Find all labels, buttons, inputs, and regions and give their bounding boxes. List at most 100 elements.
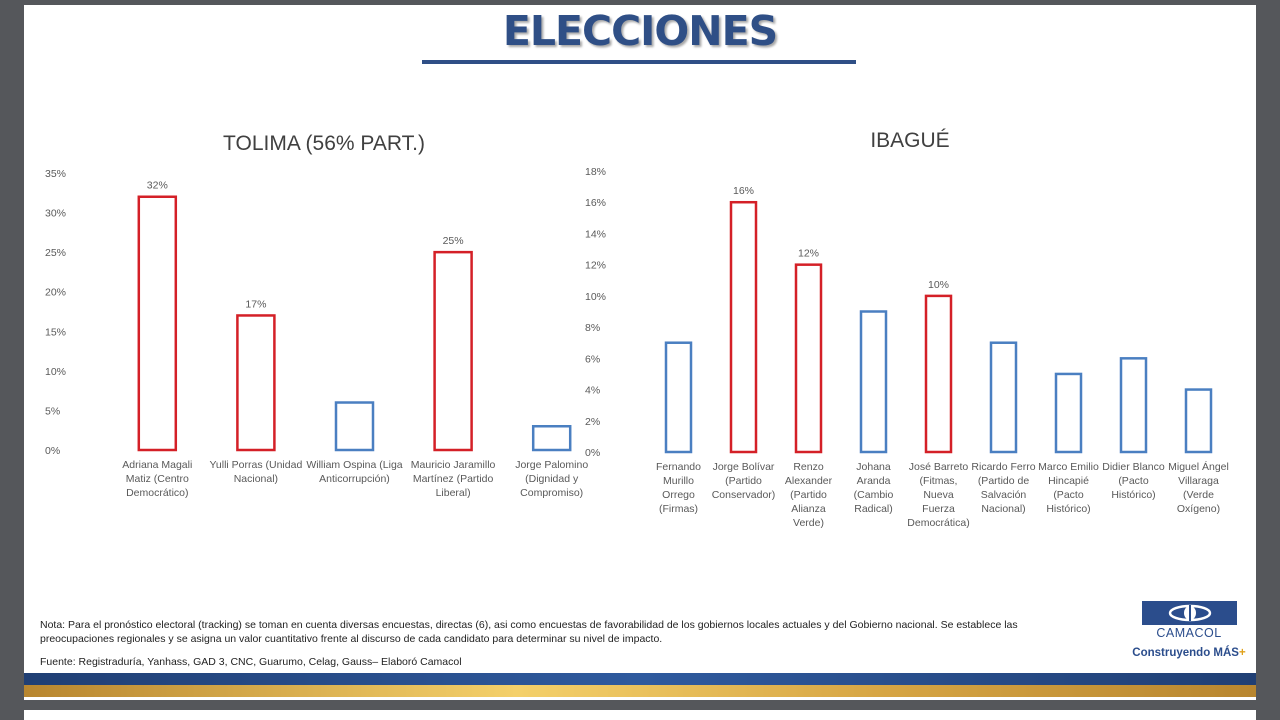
ibague-data-label: 10% — [928, 279, 949, 291]
ibague-category-label: Jorge Bolívar (Partido Conservador) — [711, 460, 776, 502]
tolima-category-line: Yulli Porras (Unidad — [209, 459, 303, 471]
tolima-ytick-label: 0% — [45, 445, 60, 457]
logo-name: CAMACOL — [1156, 626, 1222, 640]
chart-title-ibague: IBAGUÉ — [870, 129, 950, 152]
next-slide-edge — [24, 710, 1256, 720]
tolima-category-line: Adriana Magali — [122, 459, 193, 471]
tolima-bar — [531, 425, 572, 452]
tolima-ytick-label: 25% — [45, 247, 66, 259]
tolima-bar — [433, 250, 473, 452]
ibague-category-line: Ricardo Ferro — [971, 461, 1036, 473]
tolima-category-line: Matiz (Centro — [125, 473, 189, 485]
ibague-category-label: Marco Emilio Hincapié (Pacto Histórico) — [1036, 460, 1101, 516]
ibague-category-line: Hincapié — [1048, 475, 1089, 487]
ibague-category-label: Didier Blanco (Pacto Histórico) — [1101, 460, 1166, 502]
ibague-ytick-label: 8% — [585, 322, 600, 334]
tolima-category-label: Mauricio Jaramillo Martínez (Partido Liber… — [404, 458, 503, 500]
ibague-category-line: Histórico) — [1111, 489, 1156, 501]
ibague-category-line: Democrática) — [907, 517, 970, 529]
ibague-category-line: Alianza — [791, 503, 826, 515]
footnote: Nota: Para el pronóstico electoral (trac… — [40, 619, 1018, 645]
tolima-ytick-label: 20% — [45, 287, 66, 299]
ibague-category-line: Jorge Bolívar — [712, 461, 775, 473]
ibague-bar — [729, 200, 758, 454]
ibague-category-line: (Verde — [1183, 489, 1214, 501]
ibague-bar — [794, 263, 823, 454]
ibague-ytick-label: 4% — [585, 385, 600, 397]
ibague-category-line: (Cambio — [853, 489, 894, 501]
ibague-bar — [924, 294, 953, 454]
ibague-bar — [1119, 357, 1148, 454]
tolima-bar — [334, 401, 375, 452]
ibague-category-line: Villaraga — [1178, 475, 1219, 487]
page-title: ELECCIONES — [502, 7, 778, 55]
tolima-category-line: Anticorrupción) — [319, 473, 390, 485]
ibague-category-line: Alexander — [784, 475, 833, 487]
ibague-category-line: Fernando — [656, 461, 701, 473]
ibague-ytick-label: 10% — [585, 291, 606, 303]
ibague-category-line: Aranda — [856, 475, 891, 487]
tolima-category-label: Yulli Porras (Unidad Nacional) — [207, 458, 306, 486]
ibague-ytick-label: 12% — [585, 260, 606, 272]
ibague-ytick-label: 0% — [585, 447, 600, 459]
ibague-category-label: Renzo Alexander (Partido Alianza Verde) — [776, 460, 841, 530]
ibague-category-label: Miguel Ángel Villaraga (Verde Oxígeno) — [1166, 460, 1231, 516]
tolima-category-label: Jorge Palomino (Dignidad y Compromiso) — [502, 458, 601, 500]
ibague-category-line: Marco Emilio — [1038, 461, 1099, 473]
ibague-category-line: José Barreto — [908, 461, 969, 473]
ibague-ytick-label: 18% — [585, 166, 606, 178]
ibague-category-line: (Partido — [790, 489, 827, 501]
tolima-category-line: Mauricio Jaramillo — [410, 459, 496, 471]
ibague-category-line: Salvación — [980, 489, 1027, 501]
tolima-data-label: 17% — [245, 298, 266, 310]
tolima-ytick-label: 30% — [45, 208, 66, 220]
ibague-category-line: Oxígeno) — [1176, 503, 1221, 515]
tolima-data-label: 32% — [147, 180, 168, 192]
ibague-category-line: Didier Blanco — [1102, 461, 1165, 473]
camacol-logo — [1142, 601, 1237, 625]
tolima-bar — [137, 195, 178, 452]
tolima-category-line: Nacional) — [233, 473, 279, 485]
ibague-category-line: (Fitmas, — [919, 475, 958, 487]
ibague-category-line: Renzo — [793, 461, 824, 473]
ibague-data-label: 16% — [733, 185, 754, 197]
ibague-category-line: Nueva Fuerza — [922, 489, 955, 515]
bar-charts: 0% 5% 10% 15% 20% 25% 30% 35% 32% 17% 25% 0% 2% 4% 6% 8… — [45, 166, 1213, 459]
ibague-category-line: Nacional) — [981, 503, 1026, 515]
ibague-category-line: Johana — [856, 461, 891, 473]
ibague-category-line: Histórico) — [1046, 503, 1091, 515]
ibague-ytick-label: 16% — [585, 197, 606, 209]
title-underline — [422, 60, 856, 64]
tolima-ytick-label: 35% — [45, 168, 66, 180]
camacol-emblem-icon — [1168, 604, 1211, 622]
source-line: Fuente: Registraduría, Yanhass, GAD 3, C… — [40, 656, 462, 668]
logo-plus: + — [1238, 647, 1246, 659]
ibague-category-line: (Firmas) — [658, 503, 699, 515]
tolima-ytick-label: 15% — [45, 326, 66, 338]
ibague-bar — [989, 341, 1018, 454]
ibague-category-label: Ricardo Ferro (Partido de Salvación Naciona… — [971, 460, 1036, 516]
tolima-ytick-label: 5% — [45, 405, 60, 417]
ibague-data-label: 12% — [798, 248, 819, 260]
ibague-category-line: Radical) — [854, 503, 893, 515]
tolima-category-line: William Ospina (Liga — [306, 459, 403, 471]
ibague-category-line: Murillo — [663, 475, 694, 487]
ibague-category-label: Johana Aranda (Cambio Radical) — [841, 460, 906, 516]
footer-stripe-blue — [24, 673, 1256, 685]
logo-tagline: Construyendo MÁS+ — [1124, 647, 1254, 659]
tolima-category-line: (Dignidad y — [525, 473, 579, 485]
ibague-category-line: Verde) — [793, 517, 824, 529]
ibague-ytick-label: 2% — [585, 416, 600, 428]
ibague-category-line: (Pacto — [1053, 489, 1084, 501]
logo-tagline-text: Construyendo MÁS — [1132, 647, 1239, 659]
slide: ELECCIONES TOLIMA (56% PART.) IBAGUÉ 0% 5… — [24, 5, 1256, 700]
tolima-bar — [236, 314, 276, 452]
tolima-category-line: Compromiso) — [520, 487, 584, 499]
ibague-bar — [1184, 388, 1213, 454]
tolima-category-line: Martínez (Partido — [412, 473, 494, 485]
tolima-category-line: Jorge Palomino — [515, 459, 589, 471]
ibague-bar — [859, 310, 888, 454]
ibague-bar — [1054, 372, 1083, 454]
chart-title-tolima: TOLIMA (56% PART.) — [223, 132, 425, 155]
tolima-category-label: William Ospina (Liga Anticorrupción) — [305, 458, 404, 486]
